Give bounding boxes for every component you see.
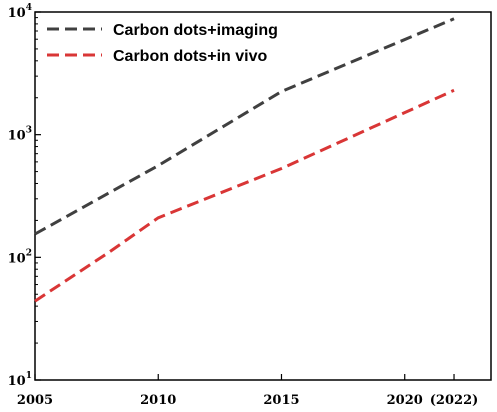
x-tick-label: (2022) — [430, 393, 478, 408]
legend: Carbon dots+imaging Carbon dots+in vivo — [47, 22, 278, 65]
y-tick-label: 101 — [8, 371, 32, 389]
y-tick-exponent: 1 — [26, 371, 32, 381]
x-tick-label: 2005 — [17, 393, 53, 408]
y-tick-base: 10 — [8, 129, 26, 144]
y-tick-label: 102 — [8, 248, 32, 266]
y-tick-base: 10 — [8, 374, 26, 389]
x-tick-label: 2015 — [263, 393, 299, 408]
x-tick-label: 2020 — [387, 393, 423, 408]
legend-label: Carbon dots+imaging — [113, 22, 278, 39]
y-tick-exponent: 4 — [26, 3, 32, 13]
y-tick-label: 103 — [8, 126, 32, 144]
y-tick-label: 104 — [8, 3, 32, 21]
series-line-2 — [34, 88, 455, 303]
series-line-1 — [34, 17, 455, 236]
series-lines — [34, 17, 455, 303]
y-tick-base: 10 — [8, 251, 26, 266]
y-tick-exponent: 2 — [26, 248, 32, 258]
x-tick-label: 2010 — [140, 393, 176, 408]
y-tick-exponent: 3 — [26, 126, 32, 136]
y-tick-base: 10 — [8, 6, 26, 21]
legend-label: Carbon dots+in vivo — [113, 48, 267, 65]
plot-area — [34, 11, 492, 381]
